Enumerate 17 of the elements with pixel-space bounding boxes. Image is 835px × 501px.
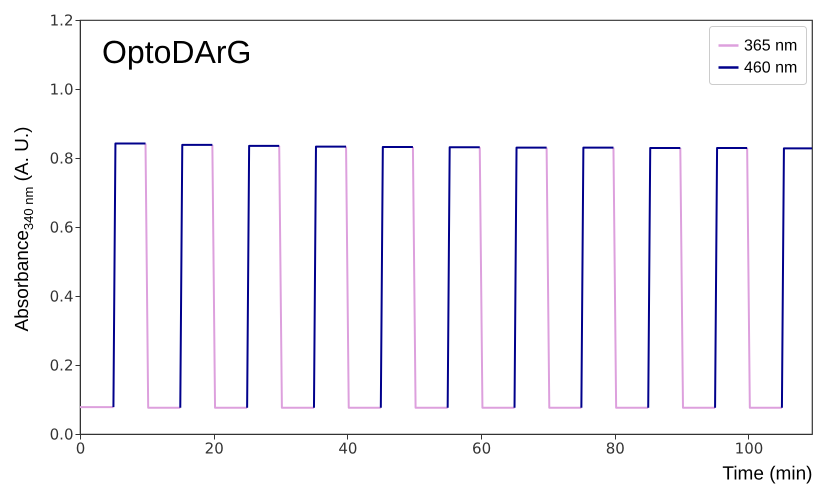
x-tick-label: 0 [76, 440, 86, 458]
x-tick-label: 80 [606, 440, 625, 458]
annotation: OptoDArG [102, 34, 252, 70]
y-tick-label: 0.2 [50, 356, 74, 374]
y-tick-label: 1.2 [50, 12, 74, 30]
y-tick-label: 0.8 [50, 150, 74, 168]
legend-label: 365 nm [744, 38, 798, 54]
legend-label: 460 nm [744, 60, 798, 76]
x-tick-label: 60 [472, 440, 492, 458]
y-tick-label: 1.0 [50, 80, 74, 98]
x-tick-label: 100 [734, 440, 764, 458]
y-tick-label: 0.4 [50, 288, 74, 306]
x-tick-label: 20 [204, 440, 224, 458]
x-axis-title: Time (min) [722, 464, 812, 484]
y-tick-label: 0.0 [50, 426, 74, 444]
y-tick-label: 0.6 [50, 218, 74, 236]
x-tick-label: 40 [338, 440, 358, 458]
